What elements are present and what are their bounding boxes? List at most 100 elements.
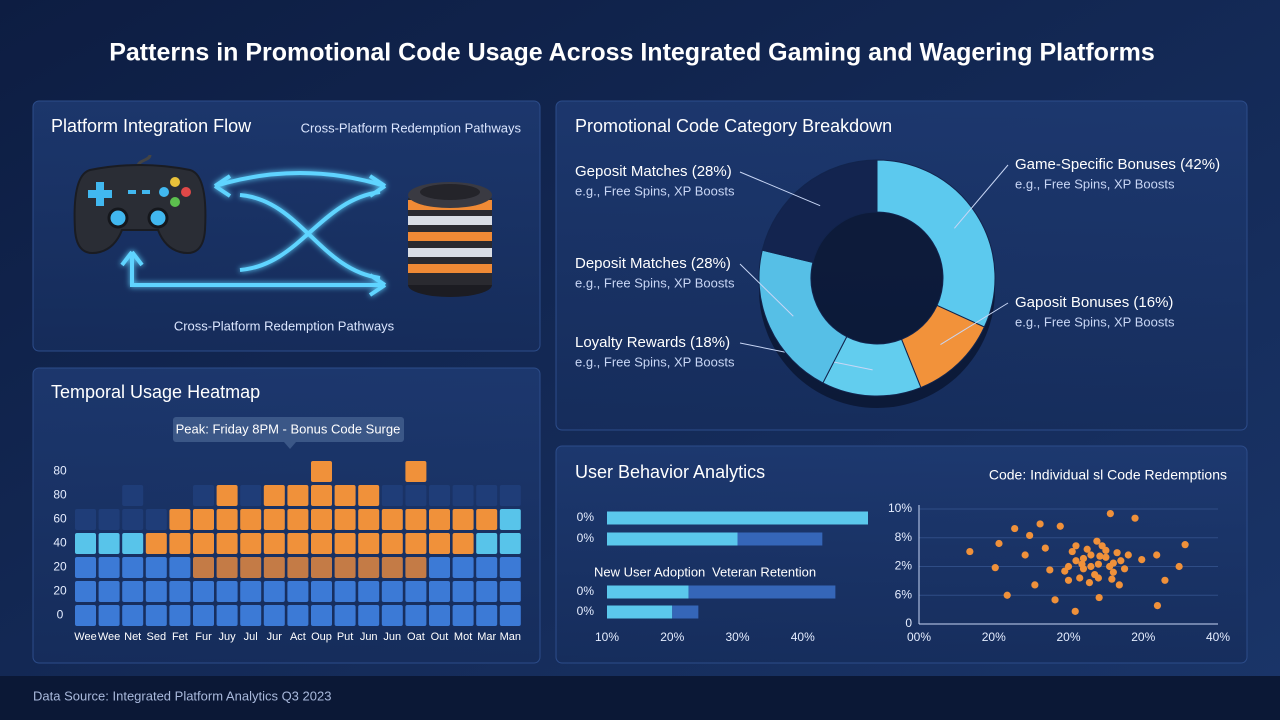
x-tick-label: Mar — [477, 631, 496, 643]
heat-cell — [98, 557, 120, 578]
heat-cell — [145, 557, 167, 578]
y-tick-label: 6% — [895, 587, 913, 601]
slice-label: Game-Specific Bonuses (42%) — [1015, 156, 1220, 173]
x-tick-label: Wee — [74, 631, 96, 643]
x-tick-label: Wee — [98, 631, 120, 643]
heat-cell — [216, 485, 238, 506]
x-tick-label: Jur — [267, 631, 283, 643]
bar — [607, 585, 689, 599]
row-label: 80 — [53, 464, 67, 478]
heat-cell — [122, 485, 144, 506]
heat-cell — [334, 533, 356, 554]
heat-cell — [169, 533, 191, 554]
heat-cell — [358, 581, 380, 602]
slice-note: e.g., Free Spins, XP Boosts — [575, 354, 735, 369]
heat-cell — [240, 533, 262, 554]
row-label: 60 — [53, 512, 67, 526]
slice-note: e.g., Free Spins, XP Boosts — [575, 275, 735, 290]
x-tick-label: Man — [500, 631, 521, 643]
heat-cell — [287, 605, 309, 626]
scatter-point — [1096, 552, 1104, 560]
x-tick-label: 20% — [1131, 630, 1155, 644]
slice-label: Gaposit Bonuses (16%) — [1015, 294, 1173, 311]
heat-cell — [98, 605, 120, 626]
scatter-point — [1115, 581, 1123, 589]
heat-cell — [405, 581, 427, 602]
row-label: 20 — [53, 560, 67, 574]
scatter-point — [1021, 551, 1029, 559]
x-tick-label: 20% — [660, 630, 684, 644]
heat-cell — [381, 581, 403, 602]
y-tick-label: 0% — [577, 604, 595, 618]
panel-title: Platform Integration Flow — [51, 116, 252, 136]
bar — [688, 585, 836, 599]
slice-label: Deposit Matches (28%) — [575, 255, 731, 272]
annotation-pointer — [284, 442, 296, 449]
chips-icon — [408, 182, 492, 297]
heat-cell — [75, 581, 96, 602]
heat-cell — [287, 509, 309, 530]
x-tick-label: Sed — [147, 631, 167, 643]
page-title: Patterns in Promotional Code Usage Acros… — [109, 39, 1155, 67]
y-tick-label: 0% — [577, 510, 595, 524]
scatter-point — [991, 564, 999, 572]
scatter-point — [1036, 520, 1044, 528]
x-tick-label: Jul — [244, 631, 258, 643]
scatter-point — [1078, 560, 1086, 568]
heat-cell — [240, 509, 262, 530]
heat-cell — [358, 557, 380, 578]
source-note: Data Source: Integrated Platform Analyti… — [33, 688, 331, 703]
heat-cell — [263, 509, 285, 530]
slice-label: Loyalty Rewards (18%) — [575, 334, 730, 351]
scatter-point — [1026, 531, 1034, 540]
scatter-point — [1113, 549, 1121, 557]
x-tick-label: 20% — [1056, 630, 1080, 644]
heat-cell — [145, 509, 167, 530]
heat-cell — [287, 581, 309, 602]
heat-cell — [429, 485, 450, 506]
heat-cell — [476, 557, 498, 578]
heat-cell — [240, 581, 262, 602]
heat-cell — [169, 605, 191, 626]
heat-cell — [287, 485, 309, 506]
x-tick-label: Juy — [219, 631, 237, 643]
annotation: Peak: Friday 8PM - Bonus Code Surge — [176, 421, 401, 436]
heat-cell — [145, 581, 167, 602]
scatter-point — [1051, 596, 1059, 604]
scatter-point — [1083, 545, 1091, 553]
x-tick-label: Put — [337, 631, 354, 643]
scatter-point — [1153, 551, 1161, 559]
y-tick-label: 0 — [905, 616, 912, 630]
heat-cell — [311, 485, 332, 506]
scatter-point — [1071, 607, 1079, 615]
heat-cell — [499, 605, 521, 626]
heat-cell — [169, 581, 191, 602]
scatter-point — [1031, 581, 1039, 589]
heat-cell — [429, 557, 450, 578]
heat-cell — [499, 533, 521, 554]
heat-cell — [75, 509, 96, 530]
y-tick-label: 8% — [895, 530, 913, 544]
heat-cell — [429, 533, 450, 554]
bar — [607, 532, 738, 546]
scatter-point — [1117, 557, 1125, 565]
heat-cell — [263, 557, 285, 578]
bar — [737, 532, 823, 546]
scatter-point — [1124, 551, 1132, 559]
scatter-point — [995, 539, 1003, 548]
heat-cell — [193, 557, 214, 578]
y-tick-label: 0% — [577, 531, 595, 545]
legend-label: New User Adoption — [594, 564, 705, 579]
scatter-point — [1109, 559, 1117, 567]
heat-cell — [263, 581, 285, 602]
heat-cell — [287, 533, 309, 554]
heat-cell — [122, 581, 144, 602]
heat-cell — [193, 533, 214, 554]
scatter-point — [1061, 567, 1069, 575]
heat-cell — [193, 605, 214, 626]
scatter-point — [1102, 553, 1110, 561]
row-label: 80 — [53, 488, 67, 502]
scatter-point — [1072, 557, 1080, 565]
heat-cell — [193, 509, 214, 530]
donut-slice — [761, 159, 878, 264]
